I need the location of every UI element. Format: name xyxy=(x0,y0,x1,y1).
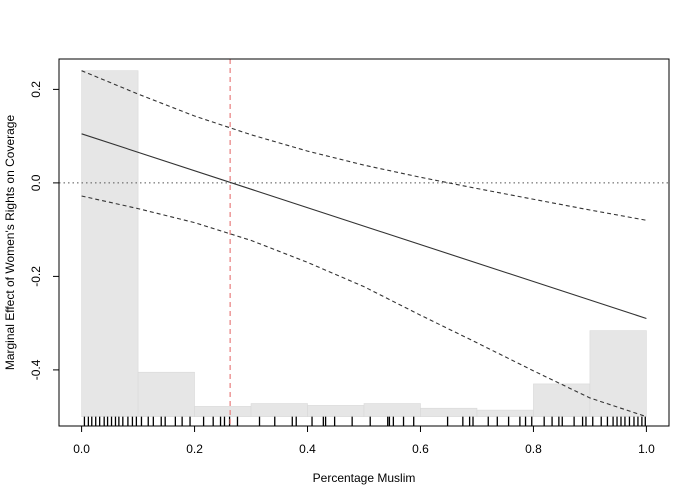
histogram-bar xyxy=(194,406,252,417)
series-layer xyxy=(81,70,647,418)
histogram-bar xyxy=(533,383,591,417)
histogram-bar xyxy=(420,407,478,417)
x-axis-title: Percentage Muslim xyxy=(313,471,416,485)
upper-ci-line xyxy=(81,70,647,221)
lower-ci-line xyxy=(81,195,647,418)
x-tick-label: 0.0 xyxy=(73,442,90,456)
histogram-bar xyxy=(137,371,195,417)
marginal-effect-line xyxy=(81,133,647,319)
x-tick-label: 0.6 xyxy=(412,442,429,456)
histogram-bar xyxy=(81,70,139,417)
y-tick-label: 0.2 xyxy=(29,81,43,98)
x-tick-label: 1.0 xyxy=(638,442,655,456)
histogram-bar xyxy=(307,405,365,417)
axes-layer: 0.0 0.2 0.4 0.6 0.8 1.0 -0.4 -0.2 0.0 0.2 xyxy=(29,81,655,456)
histogram-bar xyxy=(250,403,308,417)
y-tick-label: 0.0 xyxy=(29,174,43,191)
histogram-bar xyxy=(363,403,421,417)
x-tick-label: 0.4 xyxy=(299,442,316,456)
y-axis-title: Marginal Effect of Women's Rights on Cov… xyxy=(3,115,17,371)
x-tick-label: 0.8 xyxy=(525,442,542,456)
y-tick-label: -0.2 xyxy=(29,266,43,287)
reference-lines-layer xyxy=(59,59,669,426)
histogram-bar xyxy=(476,409,534,417)
plot-frame xyxy=(58,58,670,427)
y-tick-label: -0.4 xyxy=(29,359,43,380)
rug-layer xyxy=(83,416,646,426)
histogram-layer xyxy=(81,70,647,417)
histogram-bar xyxy=(589,330,647,417)
x-tick-label: 0.2 xyxy=(186,442,203,456)
